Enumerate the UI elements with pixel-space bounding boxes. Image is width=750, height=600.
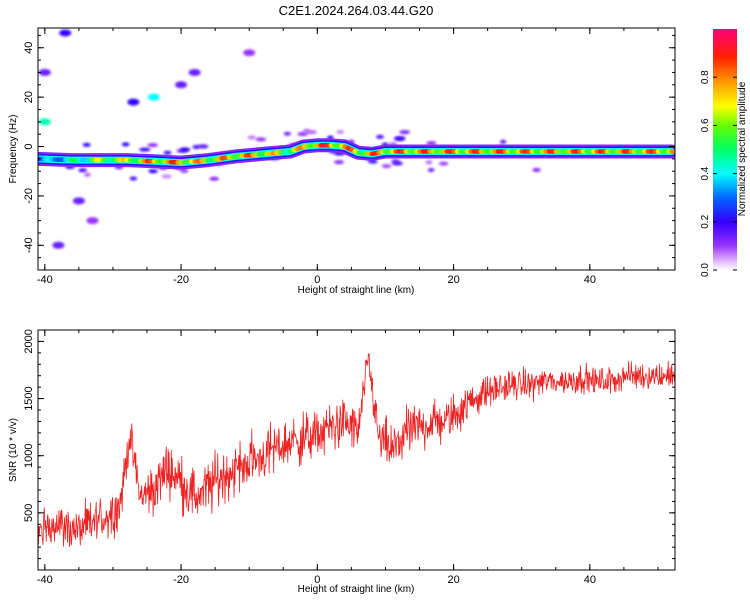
spectral-noise <box>209 176 220 181</box>
spectral-noise <box>376 134 384 139</box>
spectral-blob <box>86 217 99 225</box>
x-tick-label: 20 <box>447 574 459 586</box>
spectral-noise <box>438 161 449 166</box>
colorbar-tick-label: 0.8 <box>700 70 711 84</box>
spectral-blob <box>147 93 160 101</box>
spectral-blob <box>52 241 65 249</box>
colorbar-axes: 0.0 0.2 0.4 0.6 0.8 <box>700 70 737 277</box>
y-tick-label: 2000 <box>23 329 35 353</box>
snr-ylabel: SNR (10 * v/v) <box>8 418 19 482</box>
spectral-noise <box>427 168 435 173</box>
spectral-noise <box>381 164 392 169</box>
colorbar-tick-label: 0.6 <box>700 118 711 132</box>
spectral-noise <box>148 169 158 174</box>
x-tick-label: 0 <box>314 574 320 586</box>
spectral-noise <box>82 142 91 147</box>
spectral-noise <box>336 129 345 134</box>
spectral-blob <box>38 68 51 76</box>
y-tick-label: 20 <box>23 91 35 103</box>
colorbar-tick-label: 0.0 <box>700 263 711 277</box>
spectral-noise <box>180 147 191 152</box>
snr-xlabel: Height of straight line (km) <box>298 584 415 595</box>
spectral-blob <box>38 118 51 126</box>
spectral-noise <box>394 136 406 141</box>
spectral-noise <box>500 139 507 144</box>
colorbar-label: Normalized spectral amplitude <box>737 81 748 216</box>
x-tick-label: -20 <box>173 274 189 286</box>
figure-title: C2E1.2024.264.03.44.G20 <box>279 3 434 18</box>
spectral-noise <box>302 128 311 133</box>
spectral-noise <box>247 135 256 140</box>
spectral-noise <box>399 130 411 135</box>
x-tick-label: -40 <box>37 274 53 286</box>
y-tick-label: 1000 <box>23 443 35 467</box>
spectrogram-frame <box>37 27 676 271</box>
spectral-blob <box>188 68 201 76</box>
y-tick-label: 1500 <box>23 386 35 410</box>
spectral-noise <box>129 176 138 181</box>
spectral-blob <box>175 81 188 89</box>
spectrogram-ylabel: Frequency (Hz) <box>8 115 19 184</box>
spectrogram-xlabel: Height of straight line (km) <box>298 285 415 296</box>
x-tick-label: 20 <box>447 274 459 286</box>
spectral-noise <box>391 161 403 166</box>
colorbar-gradient <box>713 29 737 270</box>
y-tick-label: -40 <box>23 237 35 253</box>
colorbar: 0.0 0.2 0.4 0.6 0.8 Normalized spectral ampl… <box>700 29 748 277</box>
spectrogram-heatmap <box>38 29 675 249</box>
spectral-blob <box>72 197 85 205</box>
spectral-noise <box>147 143 159 148</box>
y-tick-label: 0 <box>23 143 35 149</box>
spectral-blob <box>59 29 72 37</box>
x-tick-label: -20 <box>173 574 189 586</box>
spectral-noise <box>121 142 130 147</box>
y-tick-label: -20 <box>23 188 35 204</box>
colorbar-tick-label: 0.2 <box>700 214 711 228</box>
spectral-noise <box>161 174 172 179</box>
spectral-noise <box>78 168 88 173</box>
spectral-noise <box>197 144 209 149</box>
snr-frame <box>37 329 676 571</box>
spectral-noise <box>283 131 291 136</box>
spectral-noise <box>163 150 172 155</box>
spectral-blob <box>127 98 140 106</box>
spectral-noise <box>180 168 189 173</box>
x-tick-label: -40 <box>37 574 53 586</box>
x-tick-label: 0 <box>314 274 320 286</box>
spectral-noise <box>297 131 309 136</box>
spectral-noise <box>425 160 433 165</box>
spectral-noise <box>532 167 541 172</box>
snr-line-series <box>38 352 675 547</box>
snr-line <box>38 352 675 547</box>
spectral-blob <box>243 49 256 57</box>
x-tick-label: 40 <box>584 274 596 286</box>
spectrogram-axes: -40 -20 0 20 40 -40 -20 0 20 40 <box>23 28 675 286</box>
spectral-noise <box>255 137 267 142</box>
x-tick-label: 40 <box>584 574 596 586</box>
y-tick-label: 500 <box>23 504 35 522</box>
spectral-noise <box>426 141 437 146</box>
spectral-noise <box>84 172 91 177</box>
snr-panel: -40 -20 0 20 40 500 1000 1500 2000 Height of str… <box>8 329 676 595</box>
colorbar-tick-label: 0.4 <box>700 166 711 180</box>
spectrogram-panel: -40 -20 0 20 40 -40 -20 0 20 40 Height of straigh… <box>8 27 676 296</box>
spectral-noise <box>334 160 345 165</box>
spectral-noise <box>139 147 151 152</box>
y-tick-label: 40 <box>23 42 35 54</box>
snr-axes: -40 -20 0 20 40 500 1000 1500 2000 <box>23 329 675 586</box>
